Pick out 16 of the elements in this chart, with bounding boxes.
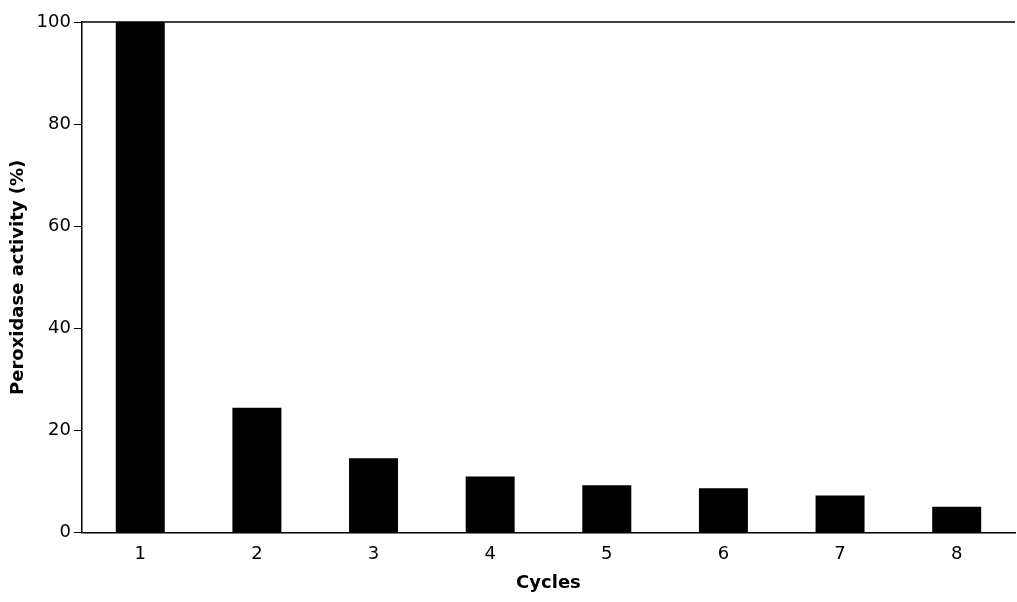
- x-tick-label: 8: [950, 542, 963, 564]
- y-tick-label: 100: [36, 9, 71, 31]
- x-tick-label: 3: [367, 542, 380, 564]
- x-tick-label: 1: [134, 542, 146, 564]
- x-tick-label: 7: [834, 542, 846, 564]
- y-tick-label: 40: [48, 316, 71, 338]
- y-tick-label: 0: [59, 520, 71, 542]
- y-tick-label: 60: [48, 213, 71, 235]
- y-tick-label: 80: [48, 111, 71, 133]
- x-tick-label: 6: [717, 542, 730, 564]
- x-tick-label: 4: [484, 542, 496, 564]
- x-tick-label: 2: [251, 542, 263, 564]
- x-axis-title: Cycles: [516, 570, 581, 592]
- y-axis-title: Peroxidase activity (%): [6, 159, 28, 396]
- y-tick-label: 20: [48, 418, 71, 440]
- x-tick-label: 5: [601, 542, 613, 564]
